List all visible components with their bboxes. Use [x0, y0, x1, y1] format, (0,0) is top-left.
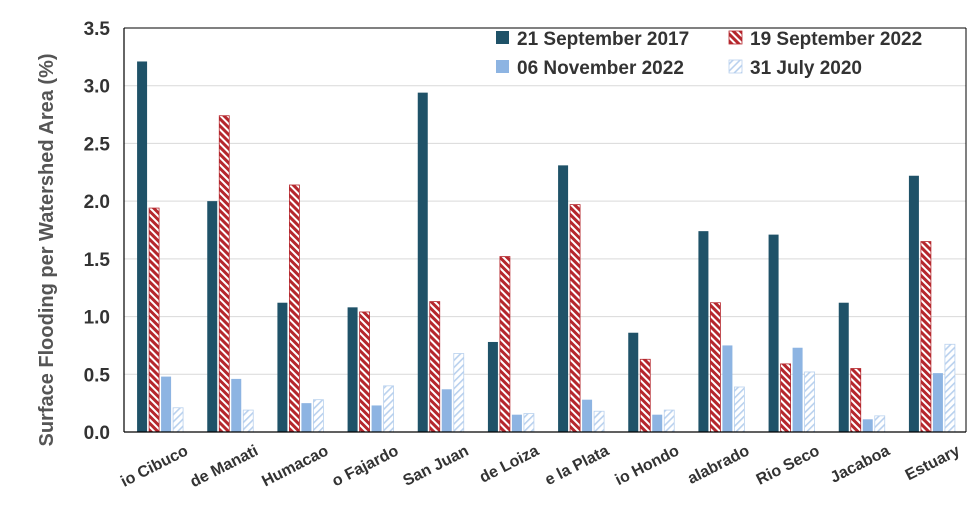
x-tick-label: de Manati — [188, 442, 261, 491]
bar — [429, 301, 441, 433]
y-tick-label: 2.0 — [84, 192, 110, 213]
bar — [289, 184, 300, 433]
x-tick-label: Humacao — [259, 442, 331, 490]
bar — [639, 358, 651, 433]
bar — [231, 378, 242, 432]
y-tick-label: 0.0 — [84, 423, 110, 444]
bar — [710, 302, 721, 433]
bar — [511, 414, 522, 432]
bar — [569, 204, 581, 433]
bar — [920, 241, 932, 433]
bar — [722, 345, 733, 432]
bar — [862, 419, 873, 432]
y-tick-label: 1.0 — [84, 308, 110, 329]
bar — [734, 386, 745, 433]
legend-label: 31 July 2020 — [750, 58, 862, 79]
x-tick-label: o Fajardo — [330, 442, 402, 490]
legend-label: 19 September 2022 — [750, 29, 922, 50]
y-axis-label: Surface Flooding per Watershed Area (%) — [36, 53, 58, 446]
bar — [441, 389, 452, 432]
bar — [453, 353, 465, 433]
bar — [499, 256, 511, 433]
y-tick-label: 3.5 — [84, 19, 111, 40]
x-tick-label: io Hondo — [613, 442, 683, 489]
y-tick-label: 1.5 — [84, 250, 111, 271]
bar — [371, 405, 382, 432]
legend-swatch — [496, 31, 509, 44]
bars — [137, 61, 956, 433]
bar — [417, 92, 428, 432]
bar — [780, 363, 791, 433]
legend-swatch — [728, 30, 743, 45]
y-tick-label: 2.5 — [84, 134, 111, 155]
bar — [908, 175, 919, 432]
bar — [768, 234, 779, 432]
bar — [242, 409, 254, 433]
x-tick-label: e la Plata — [542, 442, 612, 489]
bar — [347, 307, 358, 432]
y-tick-label: 3.0 — [84, 77, 110, 98]
x-tick-label: de Loiza — [477, 442, 542, 486]
bar — [838, 302, 849, 432]
bar — [558, 165, 569, 433]
y-tick-label: 0.5 — [84, 365, 111, 386]
bar — [487, 341, 498, 432]
bar — [628, 332, 639, 432]
bar — [582, 399, 593, 432]
bar — [277, 302, 288, 432]
bar — [874, 415, 886, 433]
bar — [207, 201, 218, 432]
bar — [652, 414, 663, 432]
bar — [698, 231, 709, 432]
bar — [804, 371, 815, 433]
legend-label: 06 November 2022 — [517, 58, 684, 79]
legend-swatch — [728, 59, 743, 74]
bar — [161, 376, 172, 432]
bar — [792, 347, 803, 432]
bar — [944, 343, 956, 433]
bar — [932, 373, 943, 432]
bar — [301, 403, 312, 432]
bar — [850, 368, 862, 433]
bar — [218, 115, 230, 433]
x-tick-label: io Cibuco — [118, 442, 191, 490]
bar — [523, 413, 535, 433]
bar — [593, 410, 605, 433]
bar — [137, 61, 148, 433]
x-tick-label: Rio Seco — [754, 442, 823, 488]
x-tick-label: Estuary — [903, 442, 963, 484]
bar — [359, 311, 370, 433]
bar — [383, 385, 394, 433]
x-tick-label: Jacaboa — [828, 442, 893, 486]
bar — [663, 409, 675, 433]
legend-swatch — [496, 60, 509, 73]
bar — [313, 399, 324, 433]
legend-label: 21 September 2017 — [517, 29, 689, 50]
bar — [172, 407, 184, 433]
x-tick-label: San Juan — [400, 442, 471, 489]
legend: 21 September 2017 19 September 2022 06 Nov… — [496, 29, 922, 79]
x-tick-label: alabrado — [685, 442, 752, 488]
bar — [148, 207, 160, 433]
